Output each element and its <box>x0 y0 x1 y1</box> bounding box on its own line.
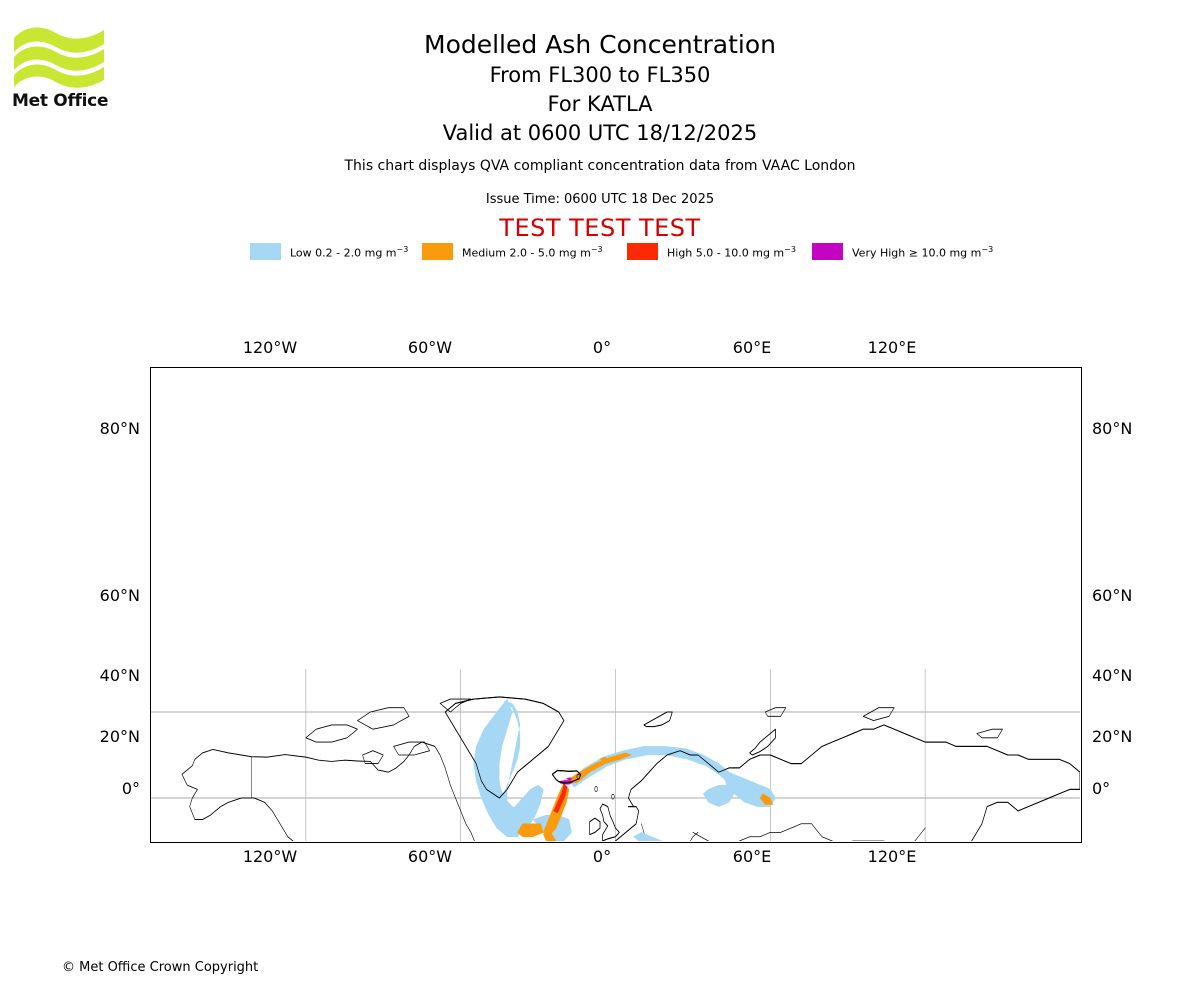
ash-plume-medium <box>759 793 774 805</box>
lat-tick-label-left: 20°N <box>99 727 140 746</box>
coastlines <box>181 696 1080 841</box>
legend-label: Very High ≥ 10.0 mg m−3 <box>852 245 994 260</box>
small-island-specks <box>576 773 615 800</box>
legend-label: Low 0.2 - 2.0 mg m−3 <box>290 245 409 260</box>
lat-tick-label-right: 60°N <box>1092 586 1133 605</box>
eurasia-coastline <box>614 724 1080 841</box>
island-coastline <box>305 724 358 743</box>
coastline <box>614 724 1080 841</box>
legend-entry: Medium 2.0 - 5.0 mg m−3 <box>422 241 603 263</box>
svalbard-coastline <box>643 711 673 728</box>
legend-swatch <box>627 243 658 260</box>
ash-plume-very-high <box>566 777 573 781</box>
lon-tick-label-bottom: 60°E <box>732 847 772 866</box>
legend-label: Medium 2.0 - 5.0 mg m−3 <box>462 245 603 260</box>
lon-tick-label-bottom: 120°W <box>242 847 298 866</box>
island-coastline <box>357 707 410 730</box>
chart-subtitle-block: This chart displays QVA compliant concen… <box>0 157 1200 176</box>
lon-tick-label-bottom: 0° <box>592 847 612 866</box>
met-office-logo: Met Office <box>12 24 112 114</box>
copyright-notice: © Met Office Crown Copyright <box>62 960 259 975</box>
lon-tick-label-top: 60°E <box>732 338 772 357</box>
island-speck <box>611 793 615 800</box>
island-coastline <box>976 728 1003 739</box>
great-britain-coastline <box>599 803 620 841</box>
lon-tick-label-top: 0° <box>592 338 612 357</box>
lon-tick-label-bottom: 60°W <box>407 847 453 866</box>
coastline <box>643 711 673 728</box>
legend-entry: Low 0.2 - 2.0 mg m−3 <box>250 241 408 263</box>
novaya-zemlya-coastline <box>749 728 776 756</box>
legend-label: High 5.0 - 10.0 mg m−3 <box>667 245 796 260</box>
coastline <box>181 741 475 841</box>
ash-concentration-map[interactable] <box>150 367 1082 843</box>
lat-tick-label-left: 80°N <box>99 419 140 438</box>
island-coastline <box>439 698 472 713</box>
legend-swatch <box>812 243 843 260</box>
qva-note: This chart displays QVA compliant concen… <box>344 158 856 174</box>
island-coastline <box>362 750 384 765</box>
ireland-coastline <box>589 817 601 836</box>
legend-entry: High 5.0 - 10.0 mg m−3 <box>627 241 796 263</box>
legend-swatch <box>250 243 281 260</box>
lat-tick-label-left: 40°N <box>99 666 140 685</box>
map-graticule <box>151 669 1080 841</box>
valid-time: Valid at 0600 UTC 18/12/2025 <box>442 121 758 145</box>
lat-tick-label-left: 0° <box>121 779 140 798</box>
ash-plume-overlay <box>473 698 776 841</box>
lon-tick-label-top: 120°W <box>242 338 298 357</box>
met-office-wave-icon <box>14 27 104 88</box>
legend-swatch <box>422 243 453 260</box>
lon-tick-label-top: 120°E <box>867 338 917 357</box>
chart-title-block: Modelled Ash Concentration From FL300 to… <box>0 28 1200 148</box>
test-banner: TEST TEST TEST <box>499 214 701 242</box>
lat-tick-label-right: 20°N <box>1092 727 1133 746</box>
legend-entry: Very High ≥ 10.0 mg m−3 <box>812 241 993 263</box>
ash-plume-low <box>473 698 544 837</box>
country-border <box>692 823 926 841</box>
concentration-legend: Low 0.2 - 2.0 mg m−3 Medium 2.0 - 5.0 mg … <box>250 241 993 263</box>
map-frame <box>150 367 1082 843</box>
ash-plume-medium <box>599 756 608 762</box>
lat-tick-label-left: 60°N <box>99 586 140 605</box>
greenland-coastline <box>444 696 565 799</box>
lat-tick-label-right: 80°N <box>1092 419 1133 438</box>
lon-tick-label-top: 60°W <box>407 338 453 357</box>
ash-plume-medium <box>543 832 557 841</box>
issue-time: Issue Time: 0600 UTC 18 Dec 2025 <box>485 192 715 207</box>
ash-plume-high <box>553 783 568 814</box>
ash-plume-low <box>703 784 735 807</box>
island-coastline <box>764 707 787 717</box>
island-speck <box>576 773 581 780</box>
country-border <box>641 823 699 841</box>
flight-level-range: From FL300 to FL350 <box>489 63 711 87</box>
met-office-logo-text: Met Office <box>12 91 109 111</box>
island-speck <box>594 786 598 792</box>
page-title: Modelled Ash Concentration <box>424 30 776 59</box>
lon-tick-label-bottom: 120°E <box>867 847 917 866</box>
map-graphic <box>151 669 1080 841</box>
ash-plume-medium <box>517 823 544 837</box>
island-coastline <box>393 741 430 756</box>
ash-plume-low <box>633 832 663 841</box>
volcano-name: For KATLA <box>547 92 653 116</box>
ash-plume-medium <box>566 752 632 784</box>
island-coastline <box>862 707 895 722</box>
lat-tick-label-right: 40°N <box>1092 666 1133 685</box>
lat-tick-label-right: 0° <box>1092 779 1111 798</box>
